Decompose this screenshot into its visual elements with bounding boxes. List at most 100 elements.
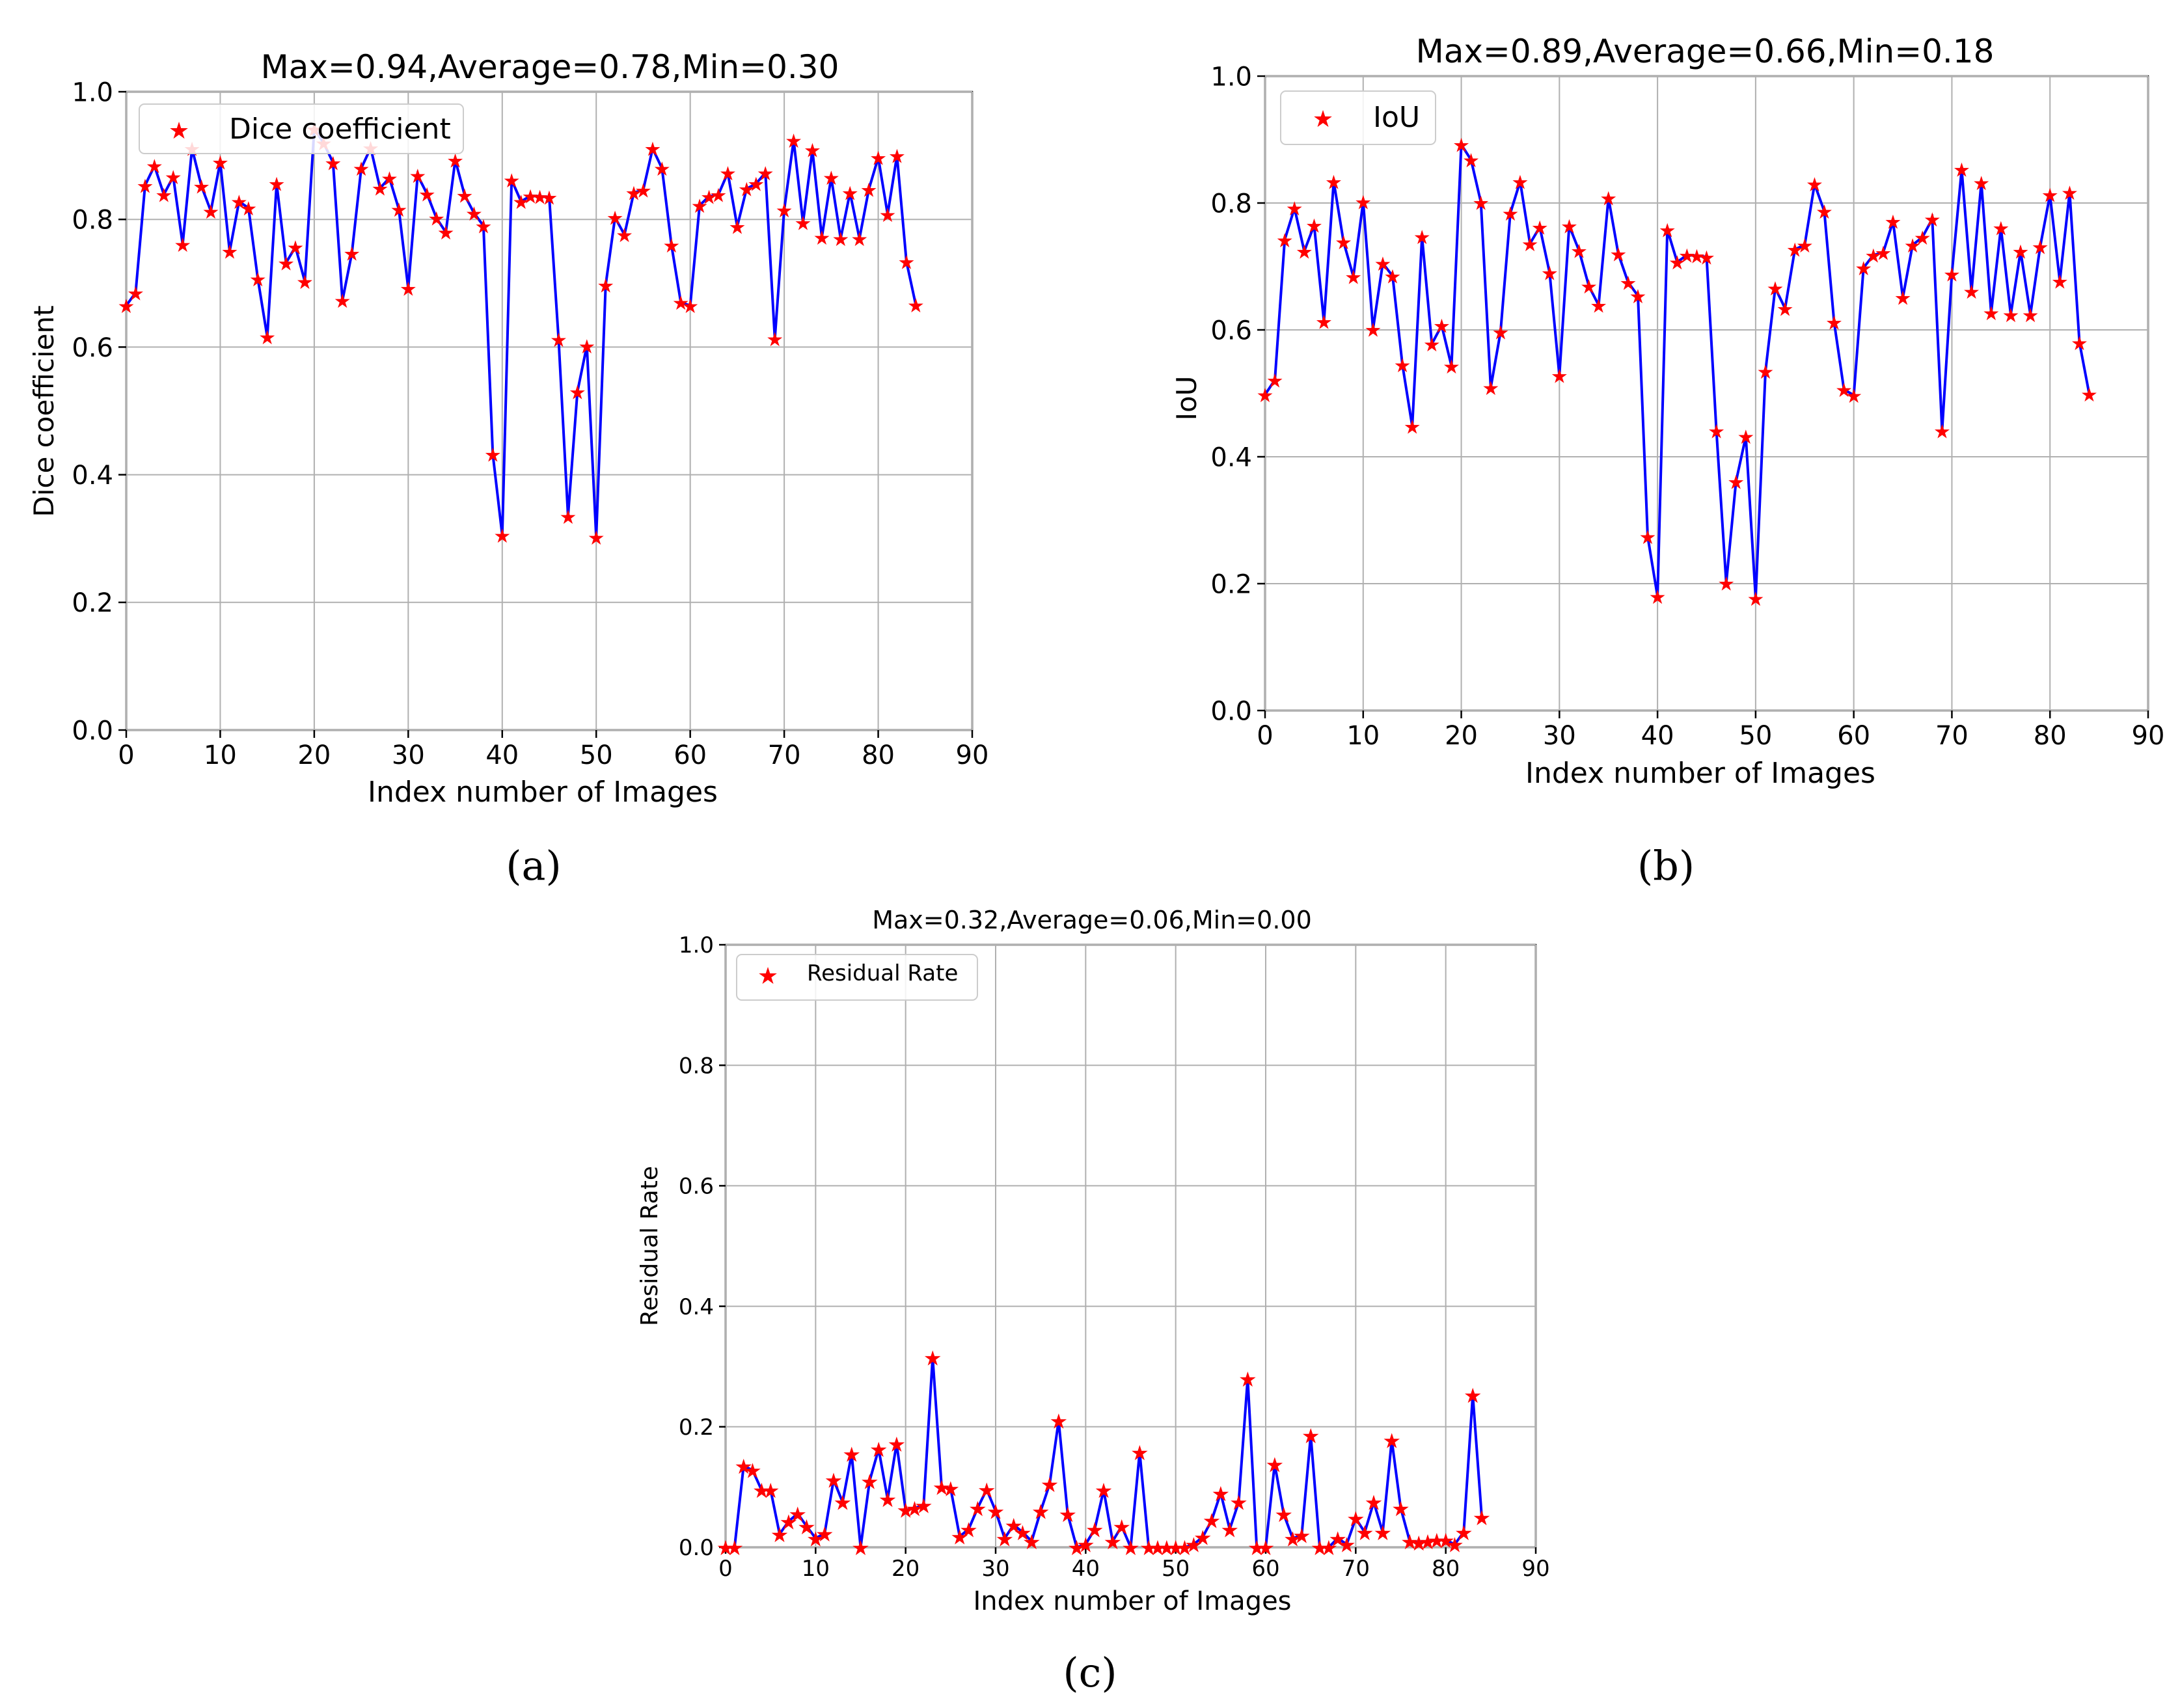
data-point-residual-rate: ★ (1085, 1517, 1104, 1542)
x-tick-label: 80 (2034, 721, 2067, 751)
data-point-iou: ★ (1531, 217, 1549, 239)
data-point-iou: ★ (1443, 356, 1460, 379)
y-tick-label: 0.2 (679, 1415, 714, 1441)
data-point-dice-coefficient: ★ (287, 237, 305, 260)
data-point-iou: ★ (1943, 264, 1961, 287)
data-point-iou: ★ (1874, 243, 1892, 265)
legend-label-a: Dice coefficient (229, 113, 451, 146)
data-point-iou: ★ (1609, 243, 1627, 266)
data-point-dice-coefficient: ★ (118, 295, 135, 318)
data-point-residual-rate: ★ (987, 1500, 1005, 1525)
data-point-dice-coefficient: ★ (860, 180, 878, 202)
data-point-iou: ★ (1669, 252, 1686, 275)
series-markers-dice-coefficient: ★★★★★★★★★★★★★★★★★★★★★★★★★★★★★★★★★★★★★★★★… (118, 118, 925, 550)
data-point-residual-rate: ★ (1067, 1536, 1086, 1560)
legend-label-c: Residual Rate (807, 960, 958, 986)
data-point-iou: ★ (2061, 182, 2078, 205)
data-point-residual-rate: ★ (1283, 1526, 1302, 1551)
legend-box-b (1280, 90, 1436, 145)
data-point-iou: ★ (1482, 377, 1499, 400)
x-tick-label: 20 (297, 740, 331, 770)
data-point-residual-rate: ★ (824, 1468, 843, 1493)
data-point-dice-coefficient: ★ (400, 278, 417, 301)
data-point-residual-rate: ★ (1058, 1502, 1077, 1527)
data-point-iou: ★ (1629, 286, 1647, 308)
data-point-iou: ★ (2051, 271, 2069, 293)
data-point-iou: ★ (1512, 171, 1529, 194)
data-point-dice-coefficient: ★ (719, 163, 737, 185)
panel-label-a: (a) (506, 842, 561, 889)
data-point-residual-rate: ★ (725, 1536, 744, 1560)
data-point-residual-rate: ★ (1130, 1441, 1149, 1465)
data-point-dice-coefficient: ★ (221, 241, 238, 264)
data-point-residual-rate: ★ (914, 1493, 933, 1518)
x-tick-label: 90 (1521, 1556, 1549, 1582)
data-point-residual-rate: ★ (923, 1346, 942, 1371)
data-point-dice-coefficient: ★ (766, 329, 783, 351)
data-point-dice-coefficient: ★ (681, 295, 699, 318)
data-point-residual-rate: ★ (815, 1522, 834, 1547)
y-tick-label: 0.8 (679, 1053, 714, 1079)
data-point-iou: ★ (1953, 159, 1970, 182)
x-tick-label: 40 (1641, 721, 1674, 751)
data-point-residual-rate: ★ (887, 1432, 906, 1457)
data-point-residual-rate: ★ (1319, 1536, 1338, 1560)
data-point-residual-rate: ★ (761, 1478, 780, 1503)
data-point-residual-rate: ★ (1274, 1502, 1293, 1527)
data-point-dice-coefficient: ★ (795, 213, 812, 236)
data-point-iou: ★ (1570, 241, 1588, 264)
data-point-iou: ★ (1806, 174, 1823, 197)
data-point-iou: ★ (1855, 258, 1872, 280)
x-tick-label: 60 (1251, 1556, 1279, 1582)
data-point-residual-rate: ★ (1095, 1478, 1113, 1503)
x-tick-label: 0 (718, 1556, 733, 1582)
data-point-iou: ★ (1757, 361, 1775, 384)
data-point-residual-rate: ★ (1464, 1383, 1482, 1408)
data-point-dice-coefficient: ★ (625, 182, 643, 205)
data-point-residual-rate: ★ (1049, 1409, 1068, 1434)
data-point-iou: ★ (1344, 267, 1362, 290)
data-point-iou: ★ (1717, 573, 1735, 595)
data-point-iou: ★ (1296, 241, 1313, 264)
data-point-residual-rate: ★ (1328, 1526, 1347, 1551)
data-point-dice-coefficient: ★ (710, 184, 728, 207)
data-point-dice-coefficient: ★ (456, 185, 474, 208)
data-point-residual-rate: ★ (1166, 1536, 1185, 1560)
data-point-iou: ★ (1394, 355, 1411, 377)
x-tick-label: 50 (1162, 1556, 1190, 1582)
data-point-dice-coefficient: ★ (851, 228, 868, 251)
gridlines-b (1264, 75, 2149, 711)
series-line-residual-rate (726, 1357, 1483, 1549)
data-point-iou: ★ (1433, 316, 1451, 338)
x-tick-label: 0 (118, 740, 134, 770)
data-point-dice-coefficient: ★ (127, 282, 144, 305)
data-point-iou: ★ (1972, 172, 1990, 195)
x-tick-label: 40 (485, 740, 519, 770)
legend-label-b: IoU (1373, 101, 1420, 134)
data-point-residual-rate: ★ (1175, 1536, 1194, 1560)
data-point-iou: ★ (1688, 245, 1706, 268)
data-point-iou: ★ (2022, 305, 2039, 327)
data-point-dice-coefficient: ★ (597, 275, 614, 298)
data-point-residual-rate: ★ (968, 1497, 987, 1521)
data-point-residual-rate: ★ (1203, 1509, 1221, 1534)
data-point-residual-rate: ★ (1311, 1536, 1329, 1560)
data-point-iou: ★ (1698, 247, 1715, 269)
x-tick-label: 30 (392, 740, 425, 770)
y-tick-label: 0.2 (72, 588, 113, 618)
data-point-residual-rate: ★ (1419, 1530, 1437, 1554)
ticks-c: 0 10 20 30 40 50 60 70 80 90 0.0 0.2 0.4 0.6 0.8 1.0 (679, 932, 1550, 1582)
y-tick-label: 0.6 (679, 1174, 714, 1200)
data-point-residual-rate: ★ (779, 1510, 798, 1534)
data-point-dice-coefficient: ★ (211, 152, 229, 174)
data-point-residual-rate: ★ (1365, 1491, 1383, 1515)
data-point-iou: ★ (1737, 426, 1754, 449)
panel-label-b: (b) (1637, 842, 1695, 889)
data-point-dice-coefficient: ★ (136, 176, 154, 198)
data-point-residual-rate: ★ (797, 1515, 816, 1539)
x-tick-label: 70 (768, 740, 801, 770)
data-point-iou: ★ (1914, 227, 1931, 250)
data-point-iou: ★ (1796, 235, 1814, 258)
x-tick-label: 50 (1739, 721, 1772, 751)
x-axis-label-b: Index number of Images (1525, 757, 1875, 790)
